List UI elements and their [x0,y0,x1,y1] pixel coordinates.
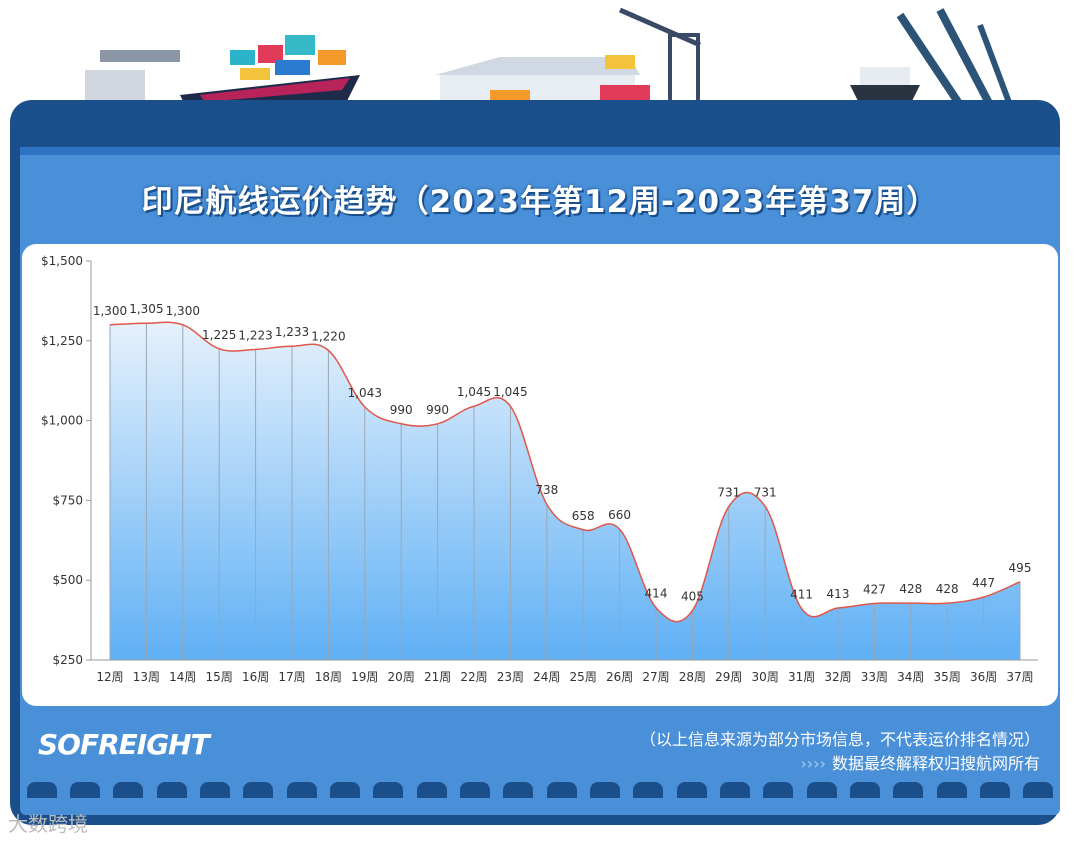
data-label: 1,225 [202,328,236,342]
data-label: 411 [790,588,813,602]
x-tick-label: 23周 [497,670,524,684]
x-tick-label: 22周 [460,670,487,684]
data-label: 731 [717,485,740,499]
series-line [109,321,1021,623]
x-tick-label: 27周 [642,670,669,684]
data-label: 1,233 [275,325,309,339]
watermark: 大数跨境 [8,812,88,836]
x-tick-label: 36周 [970,670,997,684]
y-tick-label: $1,000 [41,414,83,428]
y-tick-label: $1,500 [41,254,83,268]
data-label: 413 [827,587,850,601]
x-tick-label: 21周 [424,670,451,684]
x-tick-label: 17周 [278,670,305,684]
x-tick-label: 18周 [315,670,342,684]
x-tick-label: 28周 [679,670,706,684]
x-tick-label: 26周 [606,670,633,684]
bottom-tabs-decoration [20,782,1060,802]
y-tick-label: $500 [52,573,83,587]
y-tick-label: $250 [52,653,83,667]
x-tick-label: 13周 [133,670,160,684]
data-label: 738 [535,483,558,497]
x-tick-label: 33周 [861,670,888,684]
data-label: 428 [899,582,922,596]
x-tick-label: 19周 [351,670,378,684]
data-label: 1,045 [457,385,491,399]
data-label: 990 [426,403,449,417]
x-tick-label: 12周 [96,670,123,684]
rights-text: 数据最终解释权归搜航网所有 [831,754,1040,773]
x-tick-label: 16周 [242,670,269,684]
data-label: 1,223 [238,328,272,342]
data-label: 1,220 [311,329,345,343]
y-tick-label: $750 [52,493,83,507]
data-label: 658 [572,509,595,523]
x-tick-label: 20周 [388,670,415,684]
chart-title: 印尼航线运价趋势（2023年第12周-2023年第37周） [141,184,939,220]
data-label: 660 [608,508,631,522]
x-tick-label: 14周 [169,670,196,684]
x-tick-label: 25周 [570,670,597,684]
data-label: 495 [1009,561,1032,575]
x-tick-label: 15周 [206,670,233,684]
data-label: 428 [936,582,959,596]
data-label: 427 [863,583,886,597]
panel-stripe [20,147,1060,155]
data-label: 1,045 [493,385,527,399]
data-label: 414 [645,587,668,601]
x-tick-label: 30周 [752,670,779,684]
x-tick-label: 32周 [824,670,851,684]
area-fill [110,322,1020,660]
y-tick-label: $1,250 [41,334,83,348]
data-label: 1,043 [348,386,382,400]
x-tick-label: 37周 [1006,670,1033,684]
data-label: 447 [972,576,995,590]
data-label: 1,300 [166,304,200,318]
data-label: 405 [681,590,704,604]
source-note: （以上信息来源为部分市场信息，不代表运价排名情况） [639,730,1040,749]
brand-logo: SOFREIGHT [38,728,210,761]
x-tick-label: 24周 [533,670,560,684]
rights-note: ›››› 数据最终解释权归搜航网所有 [800,750,1040,774]
x-tick-label: 29周 [715,670,742,684]
data-label: 1,300 [93,304,127,318]
x-tick-label: 31周 [788,670,815,684]
data-label: 1,305 [129,302,163,316]
x-tick-label: 34周 [897,670,924,684]
data-label: 731 [754,485,777,499]
chevrons-icon: ›››› [800,754,826,773]
x-tick-label: 35周 [934,670,961,684]
data-label: 990 [390,403,413,417]
